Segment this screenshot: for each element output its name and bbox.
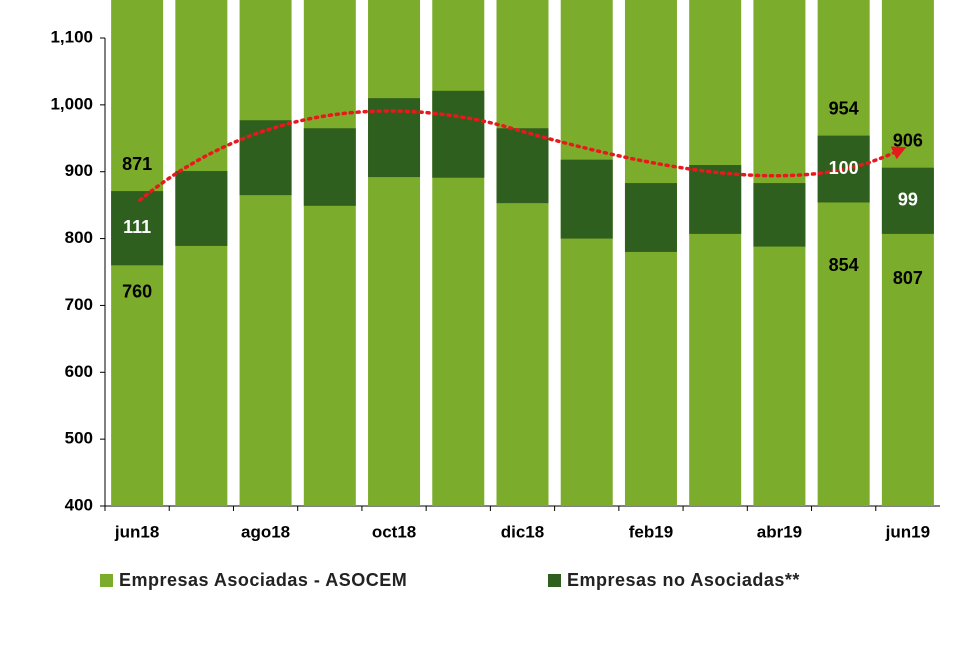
bar-segment [689, 165, 742, 234]
x-tick-label: oct18 [372, 522, 416, 541]
x-tick-label: ago18 [241, 522, 290, 541]
total-label: 954 [829, 98, 859, 118]
x-tick-label: feb19 [629, 522, 673, 541]
y-tick-label: 900 [65, 161, 93, 180]
y-tick-label: 400 [65, 495, 93, 514]
x-tick-label: jun18 [114, 522, 159, 541]
bar-segment [624, 183, 677, 252]
bar-segment [496, 128, 549, 204]
legend-swatch [548, 574, 561, 587]
data-label: 760 [122, 281, 152, 301]
x-tick-label: abr19 [757, 522, 802, 541]
legend-swatch [100, 574, 113, 587]
bar-segment [753, 0, 806, 507]
bar-segment [368, 0, 421, 507]
bar-segment [817, 0, 870, 507]
bar-segment [111, 191, 164, 266]
data-label: 100 [829, 158, 859, 178]
legend-label: Empresas no Asociadas** [567, 570, 800, 590]
data-label: 99 [898, 190, 918, 210]
total-label: 906 [893, 130, 923, 150]
bar-segment [496, 0, 549, 507]
bar-segment [175, 0, 228, 507]
bar-segment [560, 0, 613, 506]
bar-segment [239, 120, 292, 196]
y-tick-label: 700 [65, 295, 93, 314]
plot-area [100, 0, 940, 511]
bar-segment [624, 0, 677, 507]
bar-segment [303, 0, 356, 506]
trend-line [138, 109, 907, 202]
y-tick-label: 800 [65, 228, 93, 247]
labels: 400 500 600 700 800 900 1,000 1,100 jun18 760 111 8… [50, 27, 930, 589]
bar-segment [239, 0, 292, 506]
bar-segment [303, 128, 356, 206]
total-label: 871 [122, 154, 152, 174]
x-tick-label: dic18 [501, 522, 544, 541]
bar-segment [175, 171, 228, 246]
data-label: 854 [829, 255, 859, 275]
data-label: 111 [123, 217, 151, 237]
x-tick-label: jun19 [885, 522, 930, 541]
y-tick-label: 600 [65, 362, 93, 381]
legend-label: Empresas Asociadas - ASOCEM [119, 570, 407, 590]
bar-segment [432, 90, 485, 178]
bar-segment [689, 0, 742, 507]
bar-segment [881, 0, 934, 507]
bar-segment [753, 183, 806, 247]
bar-segment [432, 0, 485, 506]
data-label: 807 [893, 268, 923, 288]
y-tick-label: 1,100 [50, 27, 93, 46]
bar-segment [560, 159, 613, 239]
bar-segment [881, 167, 934, 234]
y-tick-label: 500 [65, 429, 93, 448]
y-tick-label: 1,000 [50, 94, 93, 113]
